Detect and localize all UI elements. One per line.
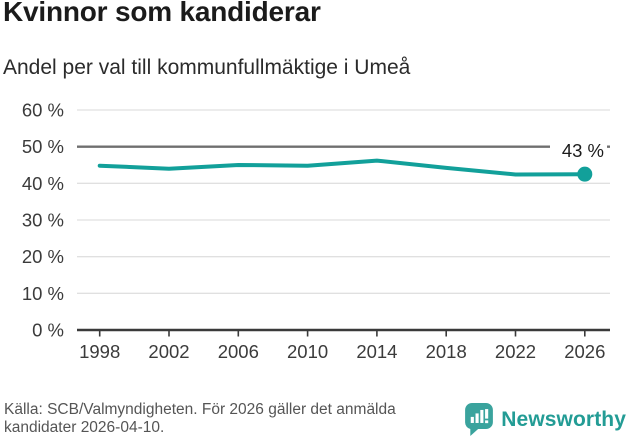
x-axis-label: 2002 (148, 341, 189, 362)
end-value-label-bg (550, 138, 607, 162)
trend-line (97, 158, 587, 177)
y-axis-label: 10 % (22, 283, 64, 304)
x-axis-label: 2006 (218, 341, 259, 362)
y-axis-label: 0 % (32, 320, 64, 341)
y-axis-label: 40 % (22, 173, 64, 194)
x-axis-label: 2022 (495, 341, 536, 362)
source-line-1: Källa: SCB/Valmyndigheten. För 2026 gäll… (4, 401, 396, 418)
end-value-label: 43 % (562, 140, 604, 161)
end-point-dot (577, 166, 593, 182)
x-axis-label: 2026 (564, 341, 605, 362)
newsworthy-icon (465, 403, 494, 436)
source-line-2: kandidater 2026-04-10. (4, 419, 165, 436)
y-axis-label: 60 % (22, 100, 64, 121)
newsworthy-logo: Newsworthy (465, 403, 626, 436)
x-axis-label: 2010 (287, 341, 328, 362)
line-chart: 0 % 10 % 20 % 30 % 40 % 50 % 60 % 1998 2002 2006 2… (0, 92, 631, 382)
y-axis-label: 30 % (22, 210, 64, 231)
source-note: Källa: SCB/Valmyndigheten. För 2026 gäll… (4, 401, 396, 437)
x-axis-label: 2014 (356, 341, 397, 362)
line-chart-svg: 0 % 10 % 20 % 30 % 40 % 50 % 60 % 1998 2002 2006 2… (22, 100, 610, 362)
page-title: Kvinnor som kandiderar (3, 0, 321, 27)
x-axis-label: 2018 (426, 341, 467, 362)
y-axis-label: 20 % (22, 246, 64, 267)
x-axis-label: 1998 (79, 341, 120, 362)
newsworthy-wordmark: Newsworthy (501, 407, 626, 431)
y-axis-label: 50 % (22, 136, 64, 157)
chart-subtitle: Andel per val till kommunfullmäktige i U… (3, 56, 411, 79)
